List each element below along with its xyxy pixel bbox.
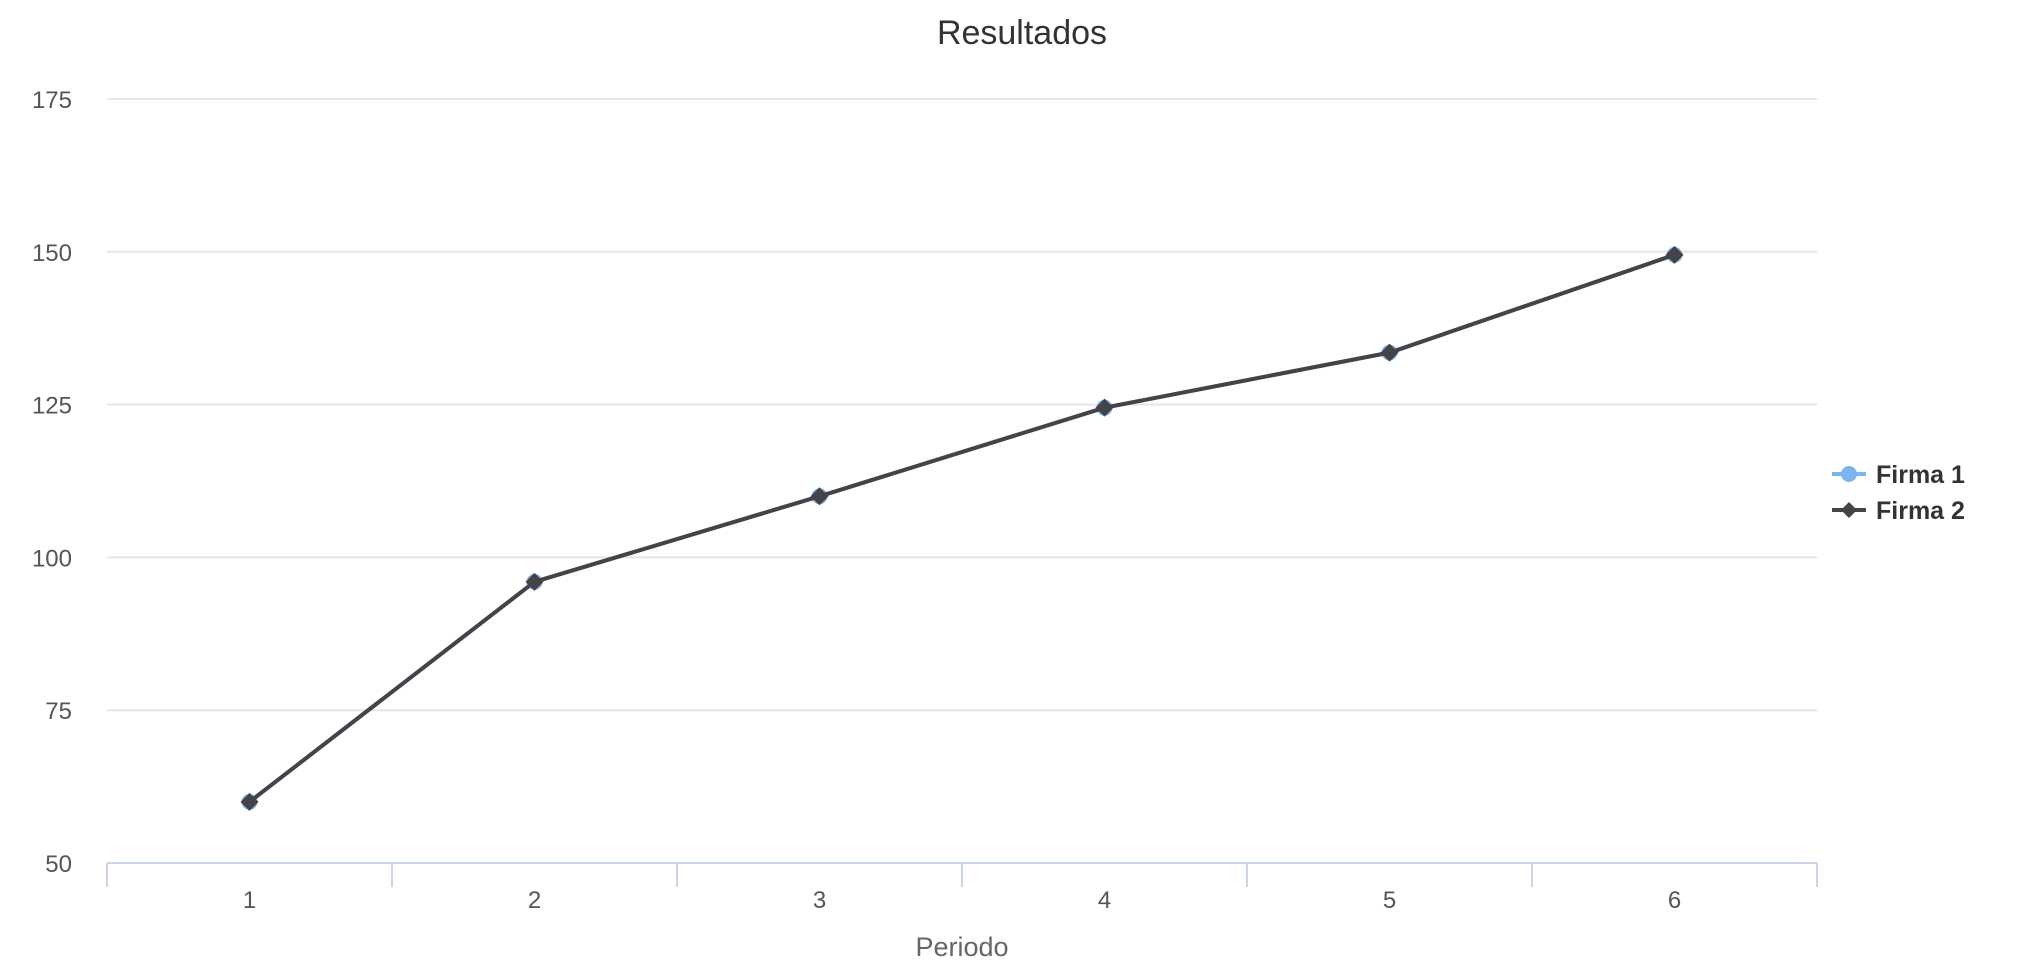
series-layer [240,245,1684,811]
legend-marker-circle [1841,466,1857,482]
grid-lines [107,98,1817,712]
data-point[interactable] [525,572,544,591]
x-axis: 1 2 3 4 5 6 [106,862,1818,914]
legend-label: Firma 2 [1876,497,1965,525]
x-tick-label: 3 [813,887,826,914]
series-2 [240,245,1684,811]
y-tick-label: 150 [32,240,72,267]
legend[interactable]: Firma 1 Firma 2 [1832,461,1965,525]
series-line [247,252,1677,804]
legend-item[interactable]: Firma 2 [1832,497,1965,525]
x-tick-label: 6 [1668,887,1681,914]
x-tick-label: 1 [243,887,256,914]
y-tick-label: 50 [45,851,72,878]
x-tick-label: 5 [1383,887,1396,914]
legend-label: Firma 1 [1876,461,1965,489]
series-line [247,252,1677,804]
y-axis-ticks: 50 75 100 125 150 175 [32,87,72,878]
data-point[interactable] [1095,398,1114,417]
legend-marker-diamond [1841,502,1857,518]
data-point[interactable] [1380,343,1399,362]
y-tick-label: 125 [32,393,72,420]
y-tick-label: 75 [45,698,72,725]
data-point[interactable] [810,487,829,506]
chart-title: Resultados [937,14,1107,52]
x-tick-label: 4 [1098,887,1111,914]
legend-item[interactable]: Firma 1 [1832,461,1965,489]
x-axis-title: Periodo [915,932,1008,962]
data-point[interactable] [240,792,259,811]
data-point[interactable] [1665,245,1684,264]
series-1 [241,246,1683,810]
y-tick-label: 100 [32,545,72,572]
x-tick-label: 2 [528,887,541,914]
y-tick-label: 175 [32,87,72,114]
